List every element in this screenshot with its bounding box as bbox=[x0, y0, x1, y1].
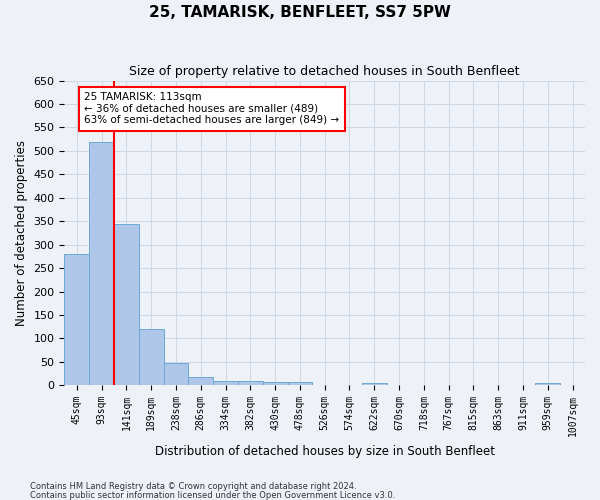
Title: Size of property relative to detached houses in South Benfleet: Size of property relative to detached ho… bbox=[130, 65, 520, 78]
Text: 25, TAMARISK, BENFLEET, SS7 5PW: 25, TAMARISK, BENFLEET, SS7 5PW bbox=[149, 5, 451, 20]
Bar bbox=[164, 363, 188, 386]
Bar bbox=[213, 380, 238, 386]
Bar bbox=[238, 380, 263, 386]
Text: Contains public sector information licensed under the Open Government Licence v3: Contains public sector information licen… bbox=[30, 490, 395, 500]
Bar bbox=[188, 378, 213, 386]
Bar bbox=[263, 382, 287, 386]
Y-axis label: Number of detached properties: Number of detached properties bbox=[15, 140, 28, 326]
Bar bbox=[89, 142, 114, 386]
Bar bbox=[362, 382, 386, 386]
Bar bbox=[139, 329, 164, 386]
Text: 25 TAMARISK: 113sqm
← 36% of detached houses are smaller (489)
63% of semi-detac: 25 TAMARISK: 113sqm ← 36% of detached ho… bbox=[84, 92, 340, 126]
Bar bbox=[287, 382, 313, 386]
X-axis label: Distribution of detached houses by size in South Benfleet: Distribution of detached houses by size … bbox=[155, 444, 495, 458]
Text: Contains HM Land Registry data © Crown copyright and database right 2024.: Contains HM Land Registry data © Crown c… bbox=[30, 482, 356, 491]
Bar bbox=[64, 254, 89, 386]
Bar bbox=[114, 224, 139, 386]
Bar bbox=[535, 382, 560, 386]
